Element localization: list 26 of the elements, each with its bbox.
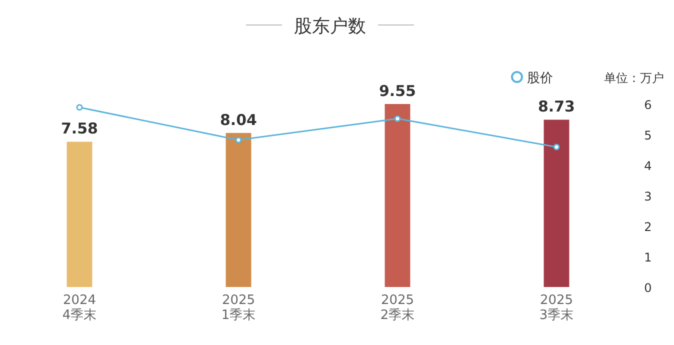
y2-tick-label: 6 [644, 98, 652, 112]
x-tick-label: 2025 2季末 [380, 293, 415, 323]
bar [544, 120, 570, 287]
y2-axis-title: 单位：万户 [604, 71, 664, 85]
y2-tick-label: 3 [644, 190, 652, 204]
point [76, 104, 83, 111]
bar [66, 142, 92, 287]
y2-tick-label: 4 [644, 159, 652, 173]
chart-title: 股东户数 [294, 16, 366, 37]
y2-tick-label: 2 [644, 220, 652, 234]
x-tick-label: 2025 3季末 [539, 293, 574, 323]
x-tick-label: 2025 1季末 [221, 293, 256, 323]
point [394, 115, 401, 122]
y2-tick-label: 1 [644, 250, 652, 264]
x-tick-label: 2024 4季末 [62, 293, 97, 323]
y2-tick-label: 0 [644, 281, 652, 295]
bar [226, 132, 252, 287]
data-label: 7.58 [60, 120, 98, 138]
data-label: 9.55 [378, 82, 416, 100]
data-label: 8.04 [220, 110, 258, 129]
point [235, 136, 242, 144]
legend-label: 股价 [527, 71, 553, 86]
y2-tick-label: 5 [644, 128, 652, 142]
point [553, 144, 560, 150]
data-label: 8.73 [538, 98, 576, 116]
bar [384, 104, 410, 287]
